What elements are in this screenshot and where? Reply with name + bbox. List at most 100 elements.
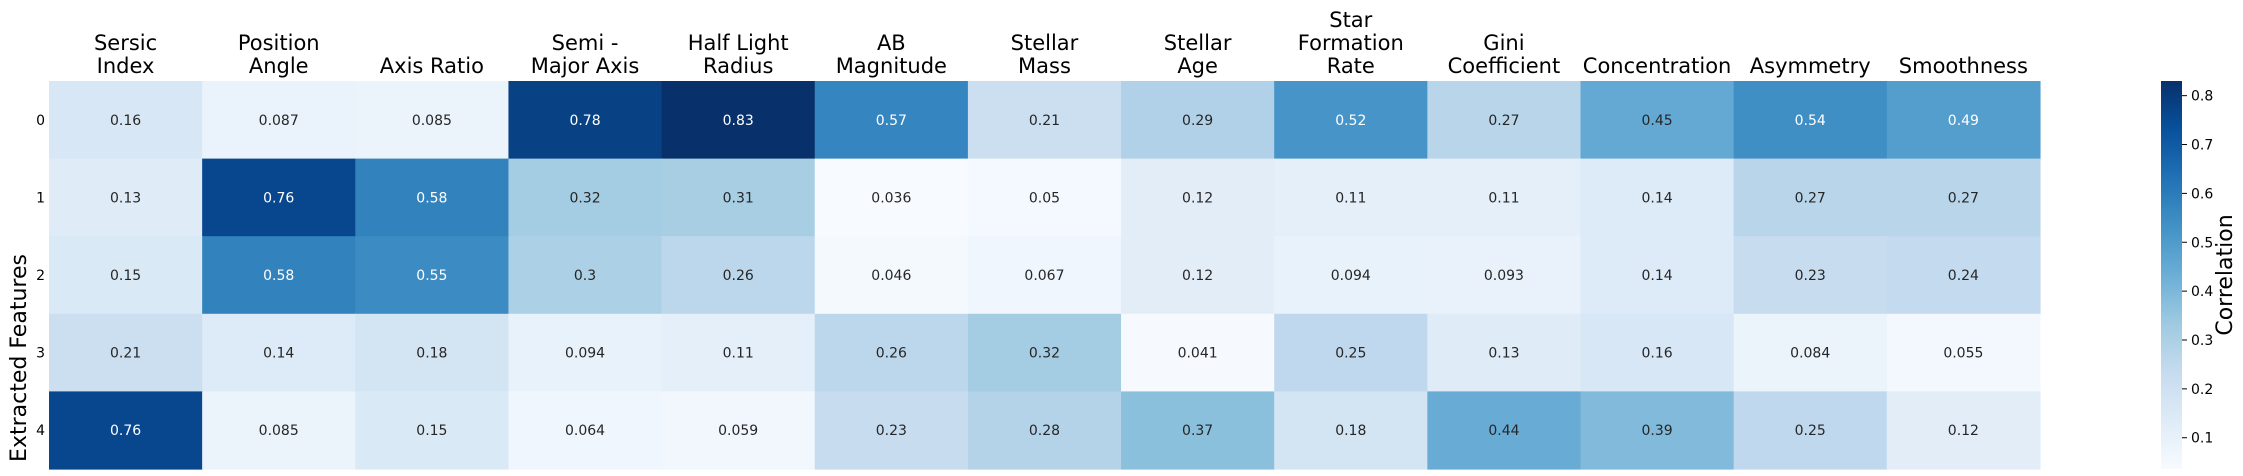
heatmap-cell xyxy=(1121,313,1275,392)
cell-value-label: 0.58 xyxy=(263,268,294,284)
heatmap-cell xyxy=(508,313,663,392)
cell-value-label: 0.23 xyxy=(876,423,907,439)
heatmap-cell xyxy=(1580,158,1735,237)
heatmap-cell xyxy=(1427,158,1582,237)
heatmap-cell xyxy=(967,313,1122,392)
colorbar-tick-label: 0.7 xyxy=(2191,138,2213,154)
cell-value-label: 0.37 xyxy=(1182,423,1213,439)
heatmap-cell xyxy=(814,158,969,237)
cell-value-label: 0.27 xyxy=(1488,113,1519,129)
heatmap-cell xyxy=(1886,81,2041,160)
cell-value-label: 0.29 xyxy=(1182,113,1213,129)
heatmap-cell xyxy=(1733,236,1888,315)
heatmap-cell xyxy=(1733,313,1888,392)
cell-value-label: 0.21 xyxy=(110,346,141,362)
cell-value-label: 0.14 xyxy=(263,346,294,362)
heatmap-cell xyxy=(355,158,510,237)
cell-value-label: 0.54 xyxy=(1795,113,1826,129)
column-label: Semi -Major Axis xyxy=(531,31,640,78)
heatmap-cell xyxy=(1427,81,1582,160)
heatmap-cell xyxy=(508,158,663,237)
cell-value-label: 0.27 xyxy=(1948,190,1979,206)
heatmap-cell xyxy=(1274,391,1428,470)
cell-value-label: 0.14 xyxy=(1641,268,1672,284)
colorbar-tick-label: 0.3 xyxy=(2191,333,2213,349)
cell-value-label: 0.57 xyxy=(876,113,907,129)
cell-value-label: 0.085 xyxy=(259,423,299,439)
cell-value-label: 0.31 xyxy=(723,190,754,206)
colorbar-tick-label: 0.5 xyxy=(2191,235,2213,251)
heatmap-cell xyxy=(814,313,969,392)
cell-value-label: 0.25 xyxy=(1335,346,1366,362)
cell-value-label: 0.32 xyxy=(1029,346,1060,362)
heatmap-cell xyxy=(202,313,356,392)
heatmap-cell xyxy=(967,158,1122,237)
cell-value-label: 0.83 xyxy=(723,113,754,129)
cell-value-label: 0.12 xyxy=(1182,190,1213,206)
column-label: Position Angle xyxy=(238,31,320,78)
cell-value-label: 0.78 xyxy=(569,113,600,129)
heatmap-cell xyxy=(49,236,203,315)
heatmap-cell xyxy=(49,158,203,237)
cell-value-label: 0.084 xyxy=(1790,346,1830,362)
colorbar-tick-label: 0.4 xyxy=(2191,284,2213,300)
heatmap-cell xyxy=(1427,313,1582,392)
cell-value-label: 0.11 xyxy=(1335,190,1366,206)
heatmap-cell xyxy=(1886,313,2041,392)
cell-value-label: 0.58 xyxy=(416,190,447,206)
cell-value-label: 0.05 xyxy=(1029,190,1060,206)
heatmap-cell xyxy=(967,391,1122,470)
cell-value-label: 0.49 xyxy=(1948,113,1979,129)
heatmap-cell xyxy=(661,391,816,470)
heatmap-cell xyxy=(508,391,663,470)
cell-value-label: 0.085 xyxy=(412,113,452,129)
cell-value-label: 0.036 xyxy=(871,190,911,206)
heatmap-cell xyxy=(661,158,816,237)
cell-value-label: 0.45 xyxy=(1641,113,1672,129)
heatmap-cell xyxy=(1580,391,1735,470)
column-labels: Sersic Index Position Angle Axis Ratio Semi -… xyxy=(94,8,2028,78)
column-label: Stellar Mass xyxy=(1011,31,1079,78)
heatmap-cell xyxy=(1733,81,1888,160)
cell-value-label: 0.13 xyxy=(1488,346,1519,362)
cell-value-label: 0.094 xyxy=(565,346,605,362)
heatmap-cell xyxy=(202,391,356,470)
column-label: Sersic Index xyxy=(94,31,157,78)
cell-value-label: 0.12 xyxy=(1948,423,1979,439)
heatmap-cell xyxy=(1427,236,1582,315)
heatmap-cell xyxy=(661,313,816,392)
cell-value-label: 0.12 xyxy=(1182,268,1213,284)
heatmap-cell xyxy=(1886,158,2041,237)
colorbar-tick-label: 0.8 xyxy=(2191,89,2213,105)
cell-value-label: 0.55 xyxy=(416,268,447,284)
heatmap-cell xyxy=(1121,158,1275,237)
cell-value-label: 0.055 xyxy=(1943,346,1983,362)
heatmap-cell xyxy=(661,236,816,315)
cell-value-label: 0.39 xyxy=(1641,423,1672,439)
heatmap-cell xyxy=(1274,158,1428,237)
heatmap-cell xyxy=(49,81,203,160)
heatmap-cell xyxy=(1886,236,2041,315)
heatmap-cell xyxy=(508,81,663,160)
heatmap-cell xyxy=(355,313,510,392)
row-label: 1 xyxy=(36,190,45,206)
colorbar xyxy=(2161,81,2182,469)
column-label: Concentration xyxy=(1583,54,1732,78)
y-axis-label: Extracted Features xyxy=(7,254,32,462)
cell-value-label: 0.15 xyxy=(416,423,447,439)
cell-value-label: 0.3 xyxy=(574,268,596,284)
column-label: Half Light Radius xyxy=(688,31,789,78)
cell-value-label: 0.064 xyxy=(565,423,605,439)
cell-value-label: 0.76 xyxy=(263,190,294,206)
heatmap-cell xyxy=(1274,81,1428,160)
cell-value-label: 0.11 xyxy=(1488,190,1519,206)
cell-value-label: 0.093 xyxy=(1484,268,1524,284)
heatmap-cell xyxy=(1580,81,1735,160)
cell-value-label: 0.76 xyxy=(110,423,141,439)
heatmap-cell xyxy=(202,236,356,315)
cell-value-label: 0.16 xyxy=(110,113,141,129)
cell-value-label: 0.13 xyxy=(110,190,141,206)
heatmap-cell xyxy=(355,81,510,160)
cell-value-label: 0.26 xyxy=(876,346,907,362)
